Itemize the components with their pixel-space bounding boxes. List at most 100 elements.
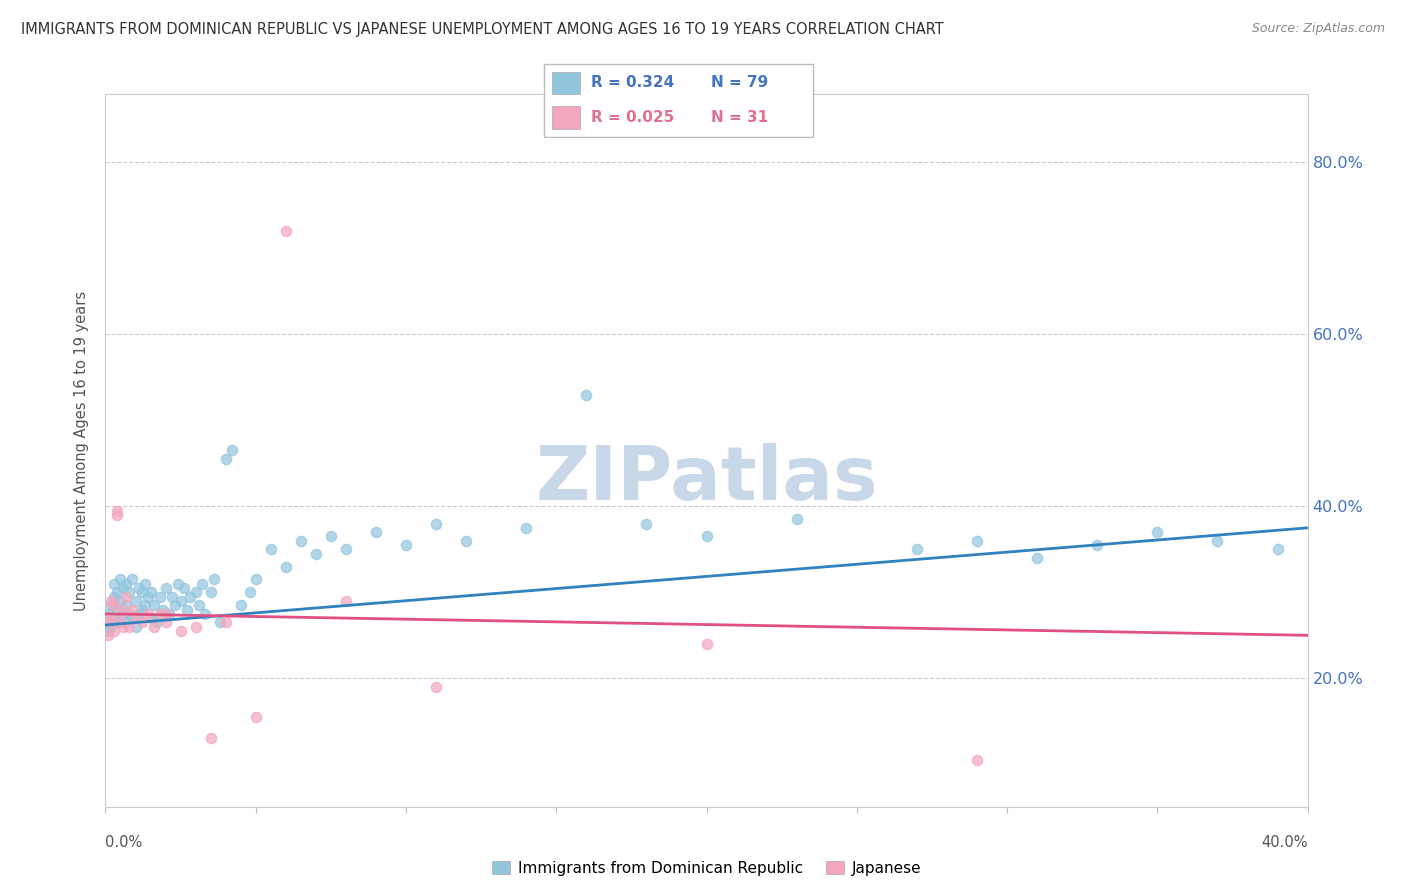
Point xyxy=(239,585,262,599)
Point xyxy=(131,602,153,616)
Bar xyxy=(553,106,579,129)
Point xyxy=(696,637,718,651)
Point xyxy=(115,590,138,604)
Point xyxy=(208,615,231,630)
Point xyxy=(786,512,808,526)
Point xyxy=(966,753,988,767)
Point xyxy=(131,615,153,630)
Point xyxy=(1206,533,1229,548)
Point xyxy=(173,581,195,595)
Point xyxy=(103,576,125,591)
Text: Source: ZipAtlas.com: Source: ZipAtlas.com xyxy=(1251,22,1385,36)
Point xyxy=(169,624,191,638)
Point xyxy=(202,573,225,587)
Point xyxy=(103,598,125,612)
Text: R = 0.324: R = 0.324 xyxy=(591,76,673,90)
Text: N = 79: N = 79 xyxy=(711,76,769,90)
Point xyxy=(696,529,718,543)
Point xyxy=(110,611,132,625)
Point xyxy=(335,542,357,557)
Point xyxy=(139,585,162,599)
Point xyxy=(124,611,146,625)
Text: 40.0%: 40.0% xyxy=(1261,836,1308,850)
Point xyxy=(103,624,125,638)
Point xyxy=(110,594,132,608)
Bar xyxy=(553,71,579,95)
Point xyxy=(118,620,141,634)
Y-axis label: Unemployment Among Ages 16 to 19 years: Unemployment Among Ages 16 to 19 years xyxy=(75,291,90,610)
Point xyxy=(142,620,165,634)
Point xyxy=(157,607,180,621)
Point xyxy=(364,525,387,540)
Point xyxy=(155,607,177,621)
Point xyxy=(134,598,156,612)
Point xyxy=(163,598,186,612)
Point xyxy=(454,533,477,548)
Point xyxy=(118,585,141,599)
Point xyxy=(112,581,135,595)
Point xyxy=(100,598,122,612)
Point xyxy=(112,607,135,621)
Point xyxy=(97,624,120,638)
Point xyxy=(515,521,537,535)
Point xyxy=(214,452,236,467)
Point xyxy=(1146,525,1168,540)
Text: N = 31: N = 31 xyxy=(711,111,769,125)
Point xyxy=(636,516,658,531)
Point xyxy=(110,615,132,630)
Text: ZIPatlas: ZIPatlas xyxy=(536,442,877,516)
Point xyxy=(115,615,138,630)
Point xyxy=(142,598,165,612)
Point xyxy=(335,594,357,608)
Point xyxy=(121,573,143,587)
Point xyxy=(194,607,217,621)
Point xyxy=(100,615,122,630)
Point xyxy=(112,620,135,634)
Legend: Immigrants from Dominican Republic, Japanese: Immigrants from Dominican Republic, Japa… xyxy=(485,855,928,881)
Point xyxy=(107,503,129,517)
Point xyxy=(139,611,162,625)
Point xyxy=(1085,538,1108,552)
Point xyxy=(395,538,418,552)
Point xyxy=(124,594,146,608)
Point xyxy=(274,224,297,238)
Point xyxy=(148,590,170,604)
Point xyxy=(575,387,598,401)
Point xyxy=(245,710,267,724)
Point xyxy=(184,620,207,634)
Point xyxy=(97,628,120,642)
Point xyxy=(112,602,135,616)
Point xyxy=(290,533,312,548)
Point xyxy=(100,620,122,634)
Point xyxy=(169,594,191,608)
Point xyxy=(305,547,328,561)
Point xyxy=(103,590,125,604)
Point xyxy=(145,615,167,630)
Point xyxy=(118,607,141,621)
Point xyxy=(1267,542,1289,557)
Point xyxy=(425,516,447,531)
Point xyxy=(200,585,222,599)
Text: 0.0%: 0.0% xyxy=(105,836,142,850)
Point xyxy=(121,602,143,616)
Point xyxy=(160,590,183,604)
Point xyxy=(214,615,236,630)
Point xyxy=(1026,550,1049,565)
Point xyxy=(319,529,342,543)
Point xyxy=(131,585,153,599)
Point xyxy=(187,598,209,612)
Point xyxy=(166,576,188,591)
Point xyxy=(155,615,177,630)
Point xyxy=(107,585,129,599)
Point xyxy=(152,602,174,616)
Point xyxy=(107,508,129,522)
Point xyxy=(184,585,207,599)
Point xyxy=(229,598,252,612)
Point xyxy=(245,573,267,587)
Point xyxy=(110,573,132,587)
Point xyxy=(124,620,146,634)
Point xyxy=(115,598,138,612)
FancyBboxPatch shape xyxy=(544,64,813,136)
Point xyxy=(103,611,125,625)
Point xyxy=(176,602,198,616)
